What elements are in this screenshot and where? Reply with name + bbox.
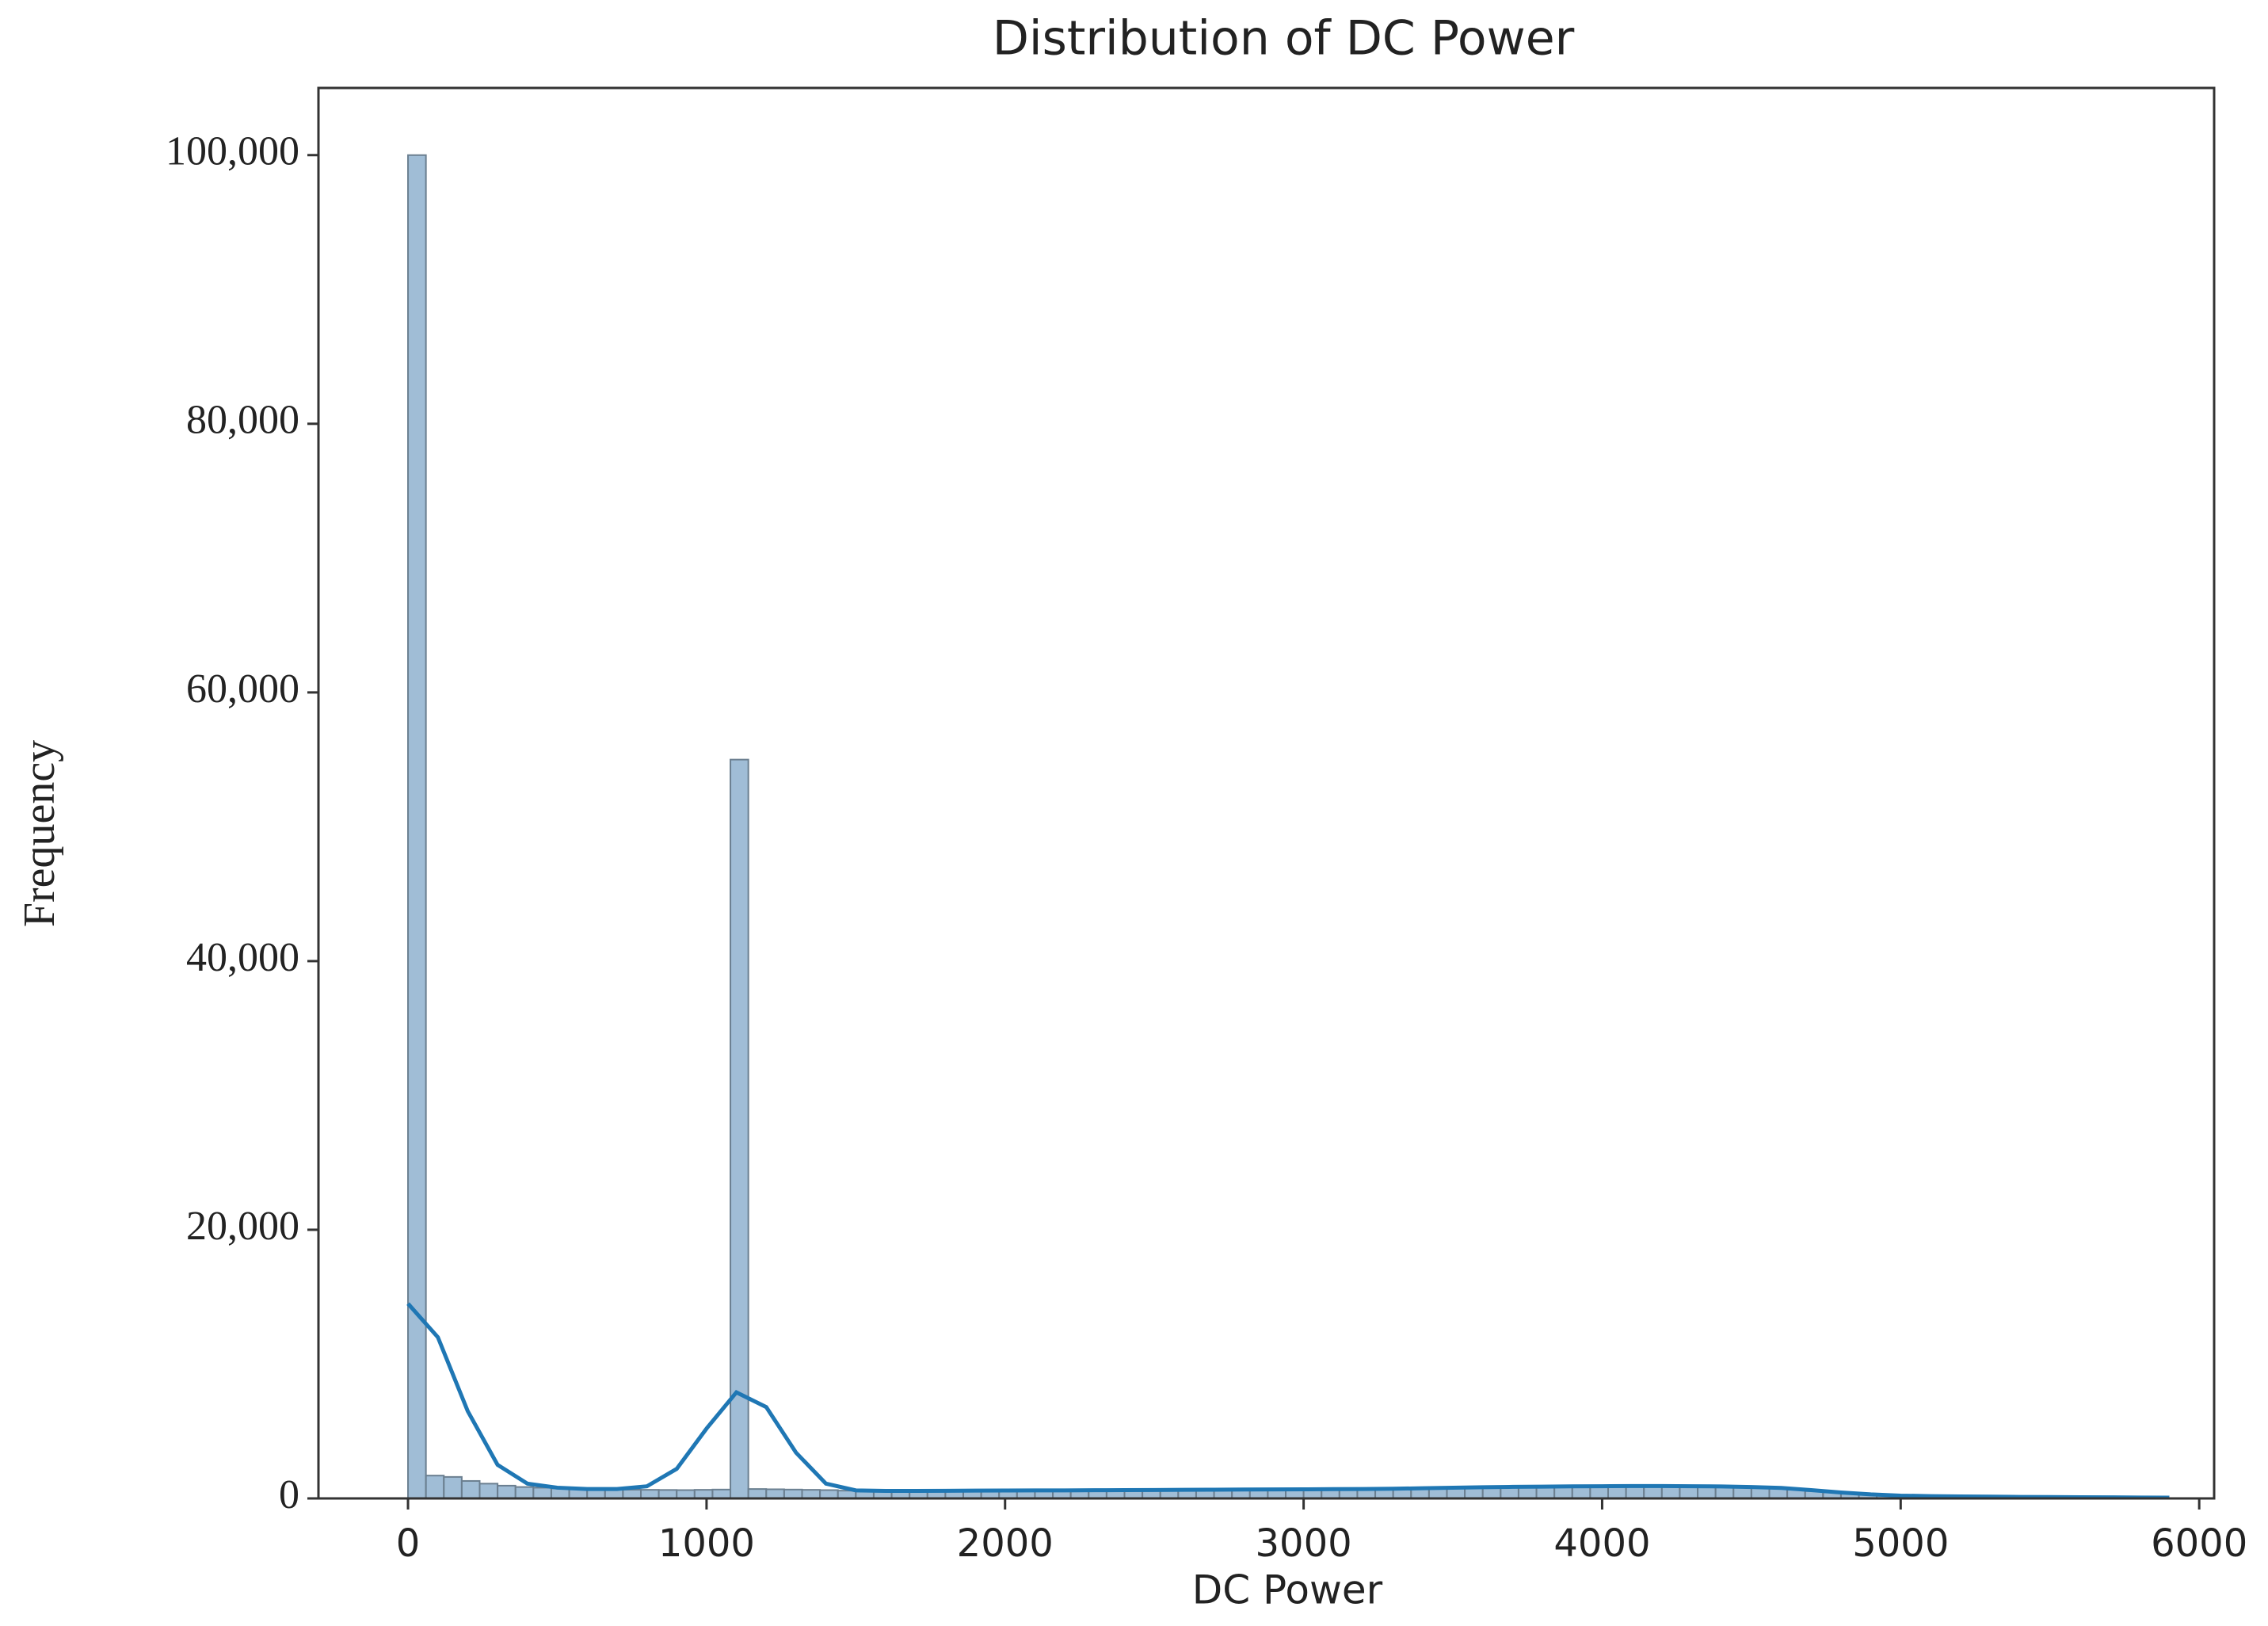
histogram-bar [747, 1488, 768, 1499]
y-tick-label: 20,000 [186, 1204, 299, 1249]
histogram-bar [658, 1489, 678, 1499]
histogram-bar [407, 154, 427, 1499]
histogram-bar [1571, 1486, 1591, 1500]
histogram-bar [819, 1489, 839, 1499]
histogram-bar [801, 1489, 821, 1500]
chart-title: Distribution of DC Power [993, 11, 1575, 67]
histogram-bar [1697, 1486, 1717, 1500]
histogram-bar [783, 1488, 803, 1499]
histogram-bar [1660, 1485, 1681, 1499]
y-tick-label: 60,000 [186, 666, 299, 712]
histogram-bar [1625, 1485, 1645, 1499]
histogram-bar [765, 1488, 785, 1500]
histogram-bar [497, 1484, 516, 1500]
histogram-bar [1607, 1485, 1627, 1499]
histogram-bar [639, 1489, 660, 1500]
x-axis-label: DC Power [1192, 1567, 1383, 1613]
histogram-bar [711, 1488, 732, 1499]
histogram-bar [693, 1489, 714, 1500]
histogram-bar [425, 1475, 445, 1499]
histogram-bar [1643, 1485, 1663, 1499]
histogram-bar [443, 1475, 463, 1500]
histogram-bar [676, 1489, 696, 1499]
y-tick-label: 80,000 [186, 398, 299, 443]
x-tick-label: 1000 [658, 1521, 755, 1566]
plot-frame [317, 86, 2216, 1500]
histogram-bar [478, 1483, 499, 1500]
kde-line [406, 1302, 2170, 1500]
y-axis-label: Frequency [15, 740, 64, 927]
x-tick-label: 2000 [957, 1521, 1054, 1566]
x-tick-label: 4000 [1553, 1521, 1650, 1566]
histogram-bar [1589, 1485, 1609, 1499]
histogram-bar [532, 1487, 552, 1500]
x-tick-label: 6000 [2151, 1521, 2247, 1566]
y-tick-label: 100,000 [166, 129, 299, 174]
histogram-bar [730, 758, 749, 1499]
x-tick-label: 3000 [1256, 1521, 1352, 1566]
histogram-bar [622, 1488, 642, 1500]
x-tick-label: 0 [396, 1521, 421, 1566]
histogram-bar [460, 1479, 481, 1500]
histogram-bar [514, 1486, 535, 1499]
y-tick-label: 40,000 [186, 935, 299, 980]
x-tick-label: 5000 [1852, 1521, 1949, 1566]
y-tick-label: 0 [279, 1472, 299, 1517]
histogram-bar [1679, 1486, 1699, 1500]
